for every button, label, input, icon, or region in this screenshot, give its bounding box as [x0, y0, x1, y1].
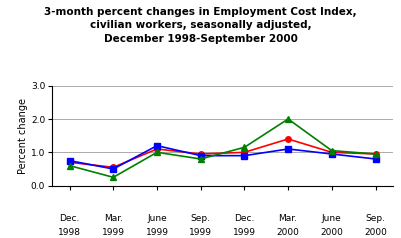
Text: Dec.: Dec. [59, 214, 80, 223]
Compensation costs [286, 138, 290, 140]
Text: 2000: 2000 [277, 228, 300, 237]
Compensation costs [67, 161, 72, 164]
Text: Sep.: Sep. [191, 214, 211, 223]
Wages and salaries [286, 148, 290, 150]
Text: 1999: 1999 [233, 228, 256, 237]
Text: Mar.: Mar. [104, 214, 123, 223]
Benefits [373, 153, 378, 155]
Benefits [155, 151, 160, 154]
Wages and salaries [373, 158, 378, 160]
Wages and salaries [329, 153, 334, 155]
Compensation costs [155, 148, 160, 150]
Text: 1999: 1999 [102, 228, 125, 237]
Compensation costs [198, 153, 203, 155]
Benefits [198, 158, 203, 160]
Benefits [242, 146, 247, 149]
Compensation costs [111, 166, 116, 169]
Wages and salaries [111, 168, 116, 170]
Text: Dec.: Dec. [234, 214, 255, 223]
Line: Benefits: Benefits [67, 116, 378, 180]
Text: 2000: 2000 [320, 228, 343, 237]
Compensation costs [242, 151, 247, 154]
Text: 2000: 2000 [364, 228, 387, 237]
Text: 1998: 1998 [58, 228, 81, 237]
Line: Compensation costs: Compensation costs [67, 136, 378, 170]
Text: June: June [147, 214, 167, 223]
Benefits [286, 118, 290, 120]
Wages and salaries [242, 154, 247, 157]
Text: 1999: 1999 [146, 228, 168, 237]
Benefits [329, 149, 334, 152]
Text: 1999: 1999 [189, 228, 212, 237]
Compensation costs [373, 153, 378, 155]
Text: Sep.: Sep. [365, 214, 385, 223]
Text: 3-month percent changes in Employment Cost Index,
civilian workers, seasonally a: 3-month percent changes in Employment Co… [44, 7, 357, 44]
Text: June: June [322, 214, 342, 223]
Benefits [111, 176, 116, 179]
Y-axis label: Percent change: Percent change [18, 98, 28, 174]
Benefits [67, 164, 72, 167]
Compensation costs [329, 151, 334, 154]
Line: Wages and salaries: Wages and salaries [67, 143, 378, 172]
Wages and salaries [198, 154, 203, 157]
Text: Mar.: Mar. [279, 214, 298, 223]
Wages and salaries [67, 159, 72, 162]
Wages and salaries [155, 144, 160, 147]
